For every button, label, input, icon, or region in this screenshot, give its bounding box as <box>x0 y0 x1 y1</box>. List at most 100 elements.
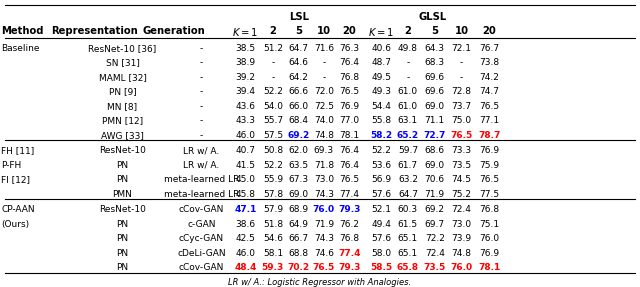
Text: 51.2: 51.2 <box>263 44 283 53</box>
Text: meta-learned LR: meta-learned LR <box>164 190 239 199</box>
Text: 71.8: 71.8 <box>314 161 334 170</box>
Text: 78.1: 78.1 <box>478 263 500 272</box>
Text: 68.8: 68.8 <box>288 249 308 258</box>
Text: PN [9]: PN [9] <box>109 87 136 96</box>
Text: 57.9: 57.9 <box>263 205 283 214</box>
Text: 38.6: 38.6 <box>236 220 255 229</box>
Text: LSL: LSL <box>290 12 310 22</box>
Text: 63.2: 63.2 <box>398 175 418 184</box>
Text: ResNet-10 [36]: ResNet-10 [36] <box>88 44 157 53</box>
Text: 72.1: 72.1 <box>451 44 472 53</box>
Text: -: - <box>271 73 275 82</box>
Text: 38.9: 38.9 <box>236 58 255 67</box>
Text: 77.1: 77.1 <box>479 116 500 125</box>
Text: 48.7: 48.7 <box>371 58 391 67</box>
Text: 50.8: 50.8 <box>263 146 283 155</box>
Text: LR w/ A.: LR w/ A. <box>183 161 220 170</box>
Text: -: - <box>200 131 203 140</box>
Text: -: - <box>200 116 203 125</box>
Text: PN: PN <box>116 175 129 184</box>
Text: 76.8: 76.8 <box>339 73 360 82</box>
Text: -: - <box>271 58 275 67</box>
Text: 64.3: 64.3 <box>425 44 445 53</box>
Text: cCov-GAN: cCov-GAN <box>179 263 224 272</box>
Text: 64.7: 64.7 <box>289 44 308 53</box>
Text: 67.3: 67.3 <box>288 175 308 184</box>
Text: 69.3: 69.3 <box>314 146 334 155</box>
Text: 76.5: 76.5 <box>451 131 472 140</box>
Text: 79.3: 79.3 <box>338 263 360 272</box>
Text: 54.0: 54.0 <box>263 102 283 111</box>
Text: PN: PN <box>116 234 129 243</box>
Text: 74.8: 74.8 <box>451 249 472 258</box>
Text: 73.3: 73.3 <box>451 146 472 155</box>
Text: PMN [12]: PMN [12] <box>102 116 143 125</box>
Text: 76.2: 76.2 <box>339 220 359 229</box>
Text: 62.0: 62.0 <box>289 146 308 155</box>
Text: (Ours): (Ours) <box>1 220 29 229</box>
Text: 76.3: 76.3 <box>339 44 360 53</box>
Text: GLSL: GLSL <box>418 12 446 22</box>
Text: 46.0: 46.0 <box>236 131 255 140</box>
Text: 58.2: 58.2 <box>370 131 392 140</box>
Text: 75.0: 75.0 <box>451 116 472 125</box>
Text: 47.1: 47.1 <box>234 205 257 214</box>
Text: 65.2: 65.2 <box>397 131 419 140</box>
Text: 42.5: 42.5 <box>236 234 255 243</box>
Text: 68.3: 68.3 <box>424 58 445 67</box>
Text: CP-AAN: CP-AAN <box>1 205 35 214</box>
Text: 76.8: 76.8 <box>479 205 500 214</box>
Text: AWG [33]: AWG [33] <box>101 131 144 140</box>
Text: 73.5: 73.5 <box>451 161 472 170</box>
Text: FI [12]: FI [12] <box>1 175 30 184</box>
Text: 72.4: 72.4 <box>452 205 472 214</box>
Text: -: - <box>322 58 326 67</box>
Text: 58.0: 58.0 <box>371 249 391 258</box>
Text: 61.0: 61.0 <box>398 102 418 111</box>
Text: 71.1: 71.1 <box>424 116 445 125</box>
Text: PN: PN <box>116 161 129 170</box>
Text: 73.0: 73.0 <box>451 220 472 229</box>
Text: 69.6: 69.6 <box>424 73 445 82</box>
Text: 75.1: 75.1 <box>479 220 500 229</box>
Text: 56.9: 56.9 <box>371 175 391 184</box>
Text: 71.9: 71.9 <box>424 190 445 199</box>
Text: 76.9: 76.9 <box>479 146 500 155</box>
Text: meta-learned LR: meta-learned LR <box>164 175 239 184</box>
Text: 69.0: 69.0 <box>424 102 445 111</box>
Text: 74.6: 74.6 <box>314 249 334 258</box>
Text: 49.5: 49.5 <box>371 73 391 82</box>
Text: 75.2: 75.2 <box>451 190 472 199</box>
Text: $K=1$: $K=1$ <box>368 26 394 38</box>
Text: 76.0: 76.0 <box>451 263 472 272</box>
Text: P-FH: P-FH <box>1 161 22 170</box>
Text: 64.6: 64.6 <box>289 58 308 67</box>
Text: LR w/ A.: Logistic Regressor with Analogies.: LR w/ A.: Logistic Regressor with Analog… <box>228 278 412 287</box>
Text: 76.0: 76.0 <box>479 234 500 243</box>
Text: Generation: Generation <box>142 26 205 36</box>
Text: 69.0: 69.0 <box>288 190 308 199</box>
Text: 76.0: 76.0 <box>313 205 335 214</box>
Text: Method: Method <box>1 26 44 36</box>
Text: 69.0: 69.0 <box>424 161 445 170</box>
Text: 2: 2 <box>404 26 412 36</box>
Text: 54.4: 54.4 <box>371 102 391 111</box>
Text: 61.0: 61.0 <box>398 87 418 96</box>
Text: 58.5: 58.5 <box>370 263 392 272</box>
Text: 55.8: 55.8 <box>371 116 391 125</box>
Text: 49.4: 49.4 <box>371 220 391 229</box>
Text: 74.3: 74.3 <box>314 190 334 199</box>
Text: 74.2: 74.2 <box>479 73 499 82</box>
Text: 20: 20 <box>342 26 356 36</box>
Text: 72.5: 72.5 <box>314 102 334 111</box>
Text: 69.6: 69.6 <box>424 87 445 96</box>
Text: -: - <box>406 73 410 82</box>
Text: 43.6: 43.6 <box>236 102 255 111</box>
Text: 54.6: 54.6 <box>263 234 283 243</box>
Text: 64.2: 64.2 <box>289 73 308 82</box>
Text: 76.4: 76.4 <box>339 58 359 67</box>
Text: -: - <box>200 87 203 96</box>
Text: 74.8: 74.8 <box>314 131 334 140</box>
Text: 77.0: 77.0 <box>339 116 360 125</box>
Text: 49.3: 49.3 <box>371 87 391 96</box>
